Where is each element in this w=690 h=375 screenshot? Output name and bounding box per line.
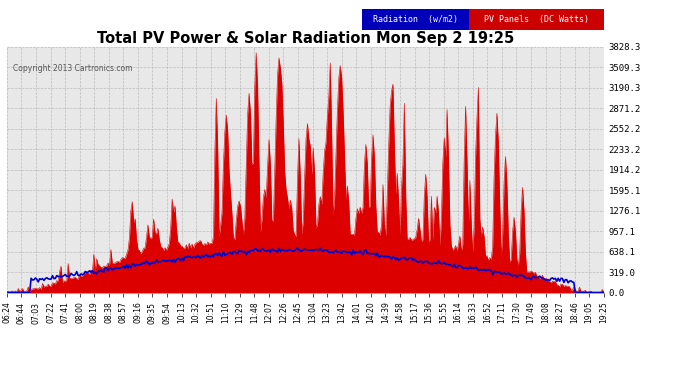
Text: Radiation  (w/m2): Radiation (w/m2) <box>373 15 458 24</box>
Text: Copyright 2013 Cartronics.com: Copyright 2013 Cartronics.com <box>13 64 132 73</box>
Title: Total PV Power & Solar Radiation Mon Sep 2 19:25: Total PV Power & Solar Radiation Mon Sep… <box>97 31 514 46</box>
Text: PV Panels  (DC Watts): PV Panels (DC Watts) <box>484 15 589 24</box>
